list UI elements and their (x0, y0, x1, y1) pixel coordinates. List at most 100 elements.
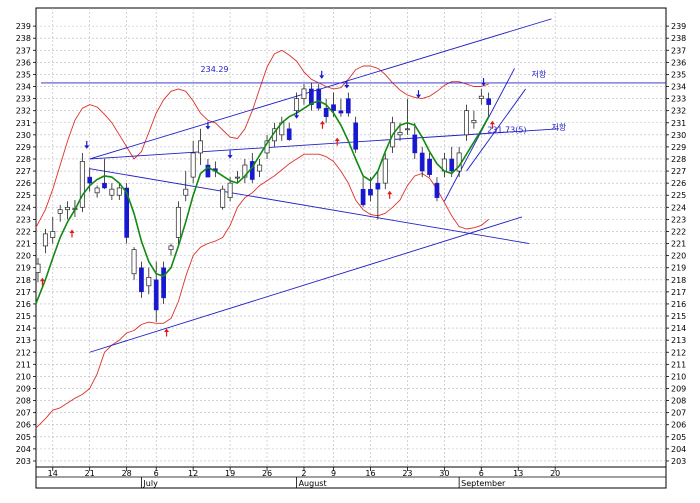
y-tick-label-right: 230 (671, 131, 686, 140)
y-tick-label-right: 219 (671, 264, 686, 273)
candle (42, 229, 48, 254)
y-tick-label-right: 239 (671, 22, 686, 31)
y-tick-label-right: 228 (671, 155, 686, 164)
candle (286, 122, 292, 141)
chart-annotation: 저항 (532, 70, 547, 79)
candle (279, 116, 285, 141)
signal-up-arrow (334, 137, 340, 146)
y-tick-label-right: 210 (671, 372, 686, 381)
y-tick-label-right: 203 (671, 457, 686, 466)
candle-body-down (360, 188, 366, 206)
candle (427, 152, 432, 178)
candle-body-up (116, 187, 122, 196)
candle-body-up (404, 128, 410, 131)
signal-down-arrow-head (344, 85, 350, 89)
candle (353, 116, 359, 153)
y-tick-label-left: 226 (16, 179, 31, 188)
candle (382, 152, 388, 190)
y-tick-label-right: 218 (671, 276, 686, 285)
y-tick-label-left: 204 (16, 445, 31, 454)
signal-up-arrow (489, 120, 495, 129)
candle-body-down (368, 188, 373, 196)
y-tick-label-right: 220 (671, 252, 686, 261)
candle (323, 98, 329, 123)
candle-body-up (109, 188, 115, 196)
candle-body-up (294, 98, 300, 112)
y-tick-label-left: 208 (16, 397, 31, 406)
candle (456, 146, 462, 178)
x-tick-label: 30 (439, 469, 449, 478)
candle (220, 185, 226, 210)
candle-body-down (375, 182, 381, 190)
candle (404, 98, 410, 135)
signal-up-arrow-head (319, 120, 325, 125)
y-tick-label-left: 216 (16, 300, 31, 309)
y-tick-label-left: 205 (16, 433, 31, 442)
y-tick-label-right: 224 (671, 203, 686, 212)
y-tick-label-left: 207 (16, 409, 31, 418)
y-tick-label-right: 226 (671, 179, 686, 188)
candle (316, 84, 322, 111)
candle-body-up (183, 188, 189, 196)
y-tick-label-right: 206 (671, 421, 686, 430)
signal-up-arrow (319, 120, 325, 129)
candle-body-down (124, 187, 130, 238)
candle (94, 185, 100, 198)
signal-down-arrow-head (319, 75, 325, 79)
trendline-channel-lower-top (89, 168, 530, 244)
y-tick-label-left: 212 (16, 348, 31, 357)
y-tick-label-right: 238 (671, 34, 686, 43)
candle-body-up (35, 263, 41, 273)
candle-body-down (353, 122, 359, 150)
y-tick-label-right: 214 (671, 324, 686, 333)
candle-body-down (434, 182, 440, 198)
candle (50, 216, 56, 244)
x-tick-label: 6 (154, 469, 159, 478)
signal-down-arrow (294, 110, 300, 119)
y-tick-label-left: 239 (16, 22, 31, 31)
y-tick-label-right: 236 (671, 58, 686, 67)
candle-body-down (412, 134, 418, 154)
chart-annotation: 231.73(5) (487, 125, 526, 134)
y-tick-label-left: 232 (16, 107, 31, 116)
candle (102, 158, 107, 190)
y-tick-label-left: 237 (16, 46, 31, 55)
y-tick-label-left: 220 (16, 252, 31, 261)
upper-band-line (35, 49, 489, 229)
x-tick-label: 12 (188, 469, 198, 478)
candle-body-up (235, 176, 240, 179)
month-label: July (142, 479, 158, 488)
y-tick-label-left: 203 (16, 457, 31, 466)
y-tick-label-right: 229 (671, 143, 686, 152)
y-tick-label-right: 216 (671, 300, 686, 309)
candle-body-down (338, 110, 344, 114)
x-tick-label: 26 (262, 469, 272, 478)
y-tick-label-right: 217 (671, 288, 686, 297)
y-tick-label-right: 222 (671, 227, 686, 236)
month-label: August (299, 479, 327, 488)
y-tick-label-left: 236 (16, 58, 31, 67)
chart-annotation: 234.29 (201, 65, 229, 74)
y-tick-label-right: 212 (671, 348, 686, 357)
candle-body-down (331, 104, 336, 111)
y-tick-label-left: 238 (16, 34, 31, 43)
candle (35, 258, 41, 283)
plot-frame (35, 7, 667, 468)
candle (242, 158, 248, 184)
signal-down-arrow (84, 140, 90, 149)
candle-body-down (316, 88, 322, 109)
x-tick-label: 14 (48, 469, 58, 478)
y-tick-label-right: 237 (671, 46, 686, 55)
signal-down-arrow-head (205, 126, 211, 130)
y-tick-label-left: 225 (16, 191, 31, 200)
candle-body-up (57, 209, 63, 214)
candle-body-up (168, 245, 174, 250)
y-tick-label-left: 235 (16, 70, 31, 79)
signal-up-arrow-head (489, 120, 495, 125)
candle-body-down (153, 279, 159, 311)
candle (419, 146, 425, 178)
candle-body-up (478, 95, 484, 99)
candle (434, 177, 440, 202)
y-tick-label-right: 231 (671, 119, 686, 128)
candle (131, 247, 137, 280)
